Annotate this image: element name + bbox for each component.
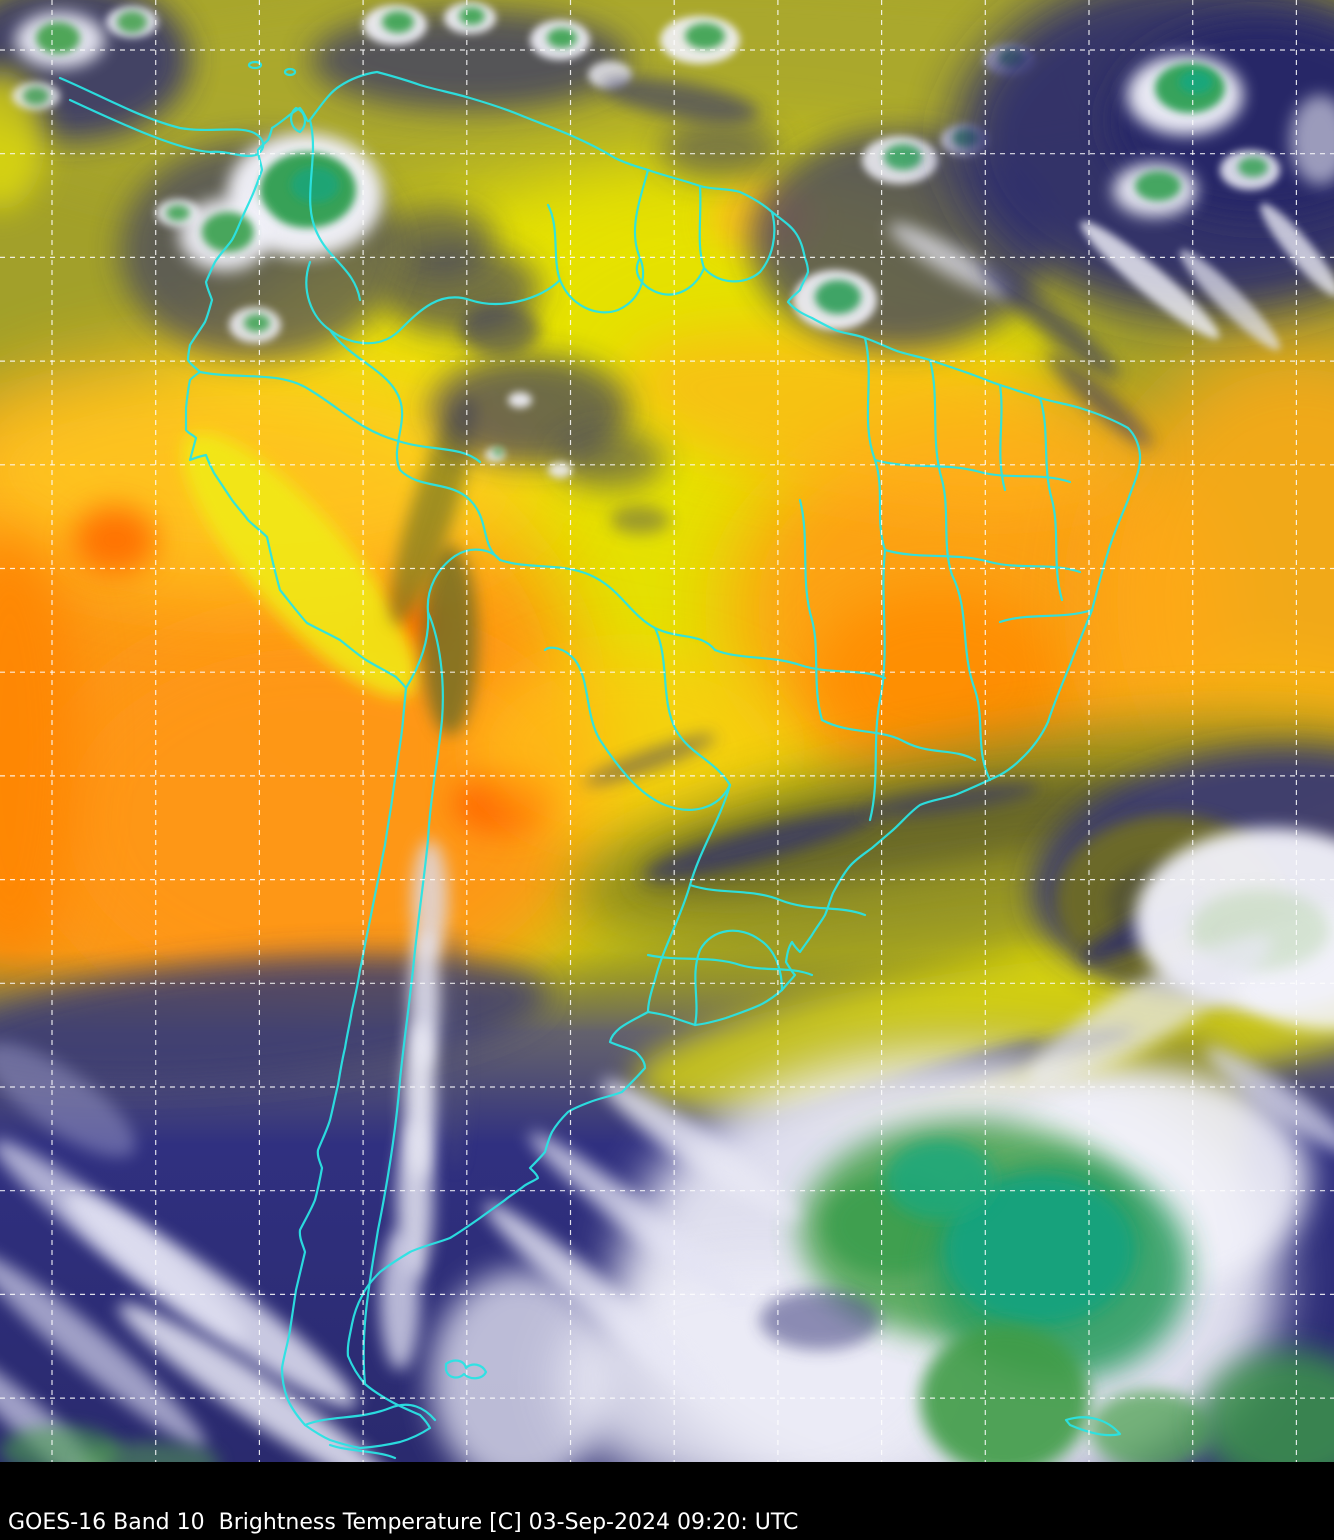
storm-cluster-itcz [750, 44, 1153, 448]
border-peru-brazil [328, 328, 502, 562]
border-bolivia-brazil [498, 558, 717, 652]
andes-cloud-line [380, 840, 610, 1462]
graticule-layer [0, 0, 1334, 1462]
border-chile-argentina [362, 610, 444, 1386]
caption-bar: GOES-16 Band 10 Brightness Temperature [… [0, 1462, 1334, 1540]
caption-text: GOES-16 Band 10 Brightness Temperature [… [8, 1509, 799, 1535]
state-border [646, 953, 814, 977]
river-parana [646, 783, 732, 1014]
country-borders-layer [58, 60, 1142, 1460]
state-border [688, 883, 867, 917]
state-border [998, 383, 1007, 492]
state-border [1038, 396, 1064, 602]
storm-cluster-top-left [0, 0, 190, 210]
state-border [928, 358, 954, 577]
border-colombia-peru-brazil [198, 370, 482, 464]
state-border [798, 498, 824, 722]
falkland-islands [444, 1359, 488, 1380]
border-uruguay [693, 929, 784, 1027]
storm-mass-top-right [955, 0, 1334, 351]
south-georgia-island [1064, 1416, 1122, 1437]
state-border [868, 548, 887, 822]
border-guyana [546, 168, 650, 314]
cloud-layer [0, 0, 1334, 1462]
state-border [820, 718, 977, 762]
state-border [998, 608, 1094, 624]
state-border [950, 573, 992, 782]
storm-chain-top-edge [310, 2, 759, 123]
border-paraguay [543, 626, 732, 811]
cloud-streaks-bottom-left [0, 1042, 402, 1462]
storm-mass-south [484, 1050, 1334, 1462]
coastline-central-america [58, 76, 265, 158]
coastline-south-america [184, 70, 1142, 1450]
caribbean-island [247, 60, 263, 70]
border-peru-bolivia [404, 548, 502, 690]
state-border [873, 458, 1072, 484]
border-venezuela-brazil [305, 260, 562, 345]
state-border [883, 548, 1082, 574]
caribbean-island [283, 67, 297, 77]
satellite-map-canvas [0, 0, 1334, 1462]
border-suriname [635, 184, 706, 296]
cyclone-swirl-mid-right [1027, 747, 1334, 1154]
strait-of-magellan [303, 1403, 437, 1427]
satellite-map [0, 0, 1334, 1462]
border-french-guiana [702, 210, 776, 283]
